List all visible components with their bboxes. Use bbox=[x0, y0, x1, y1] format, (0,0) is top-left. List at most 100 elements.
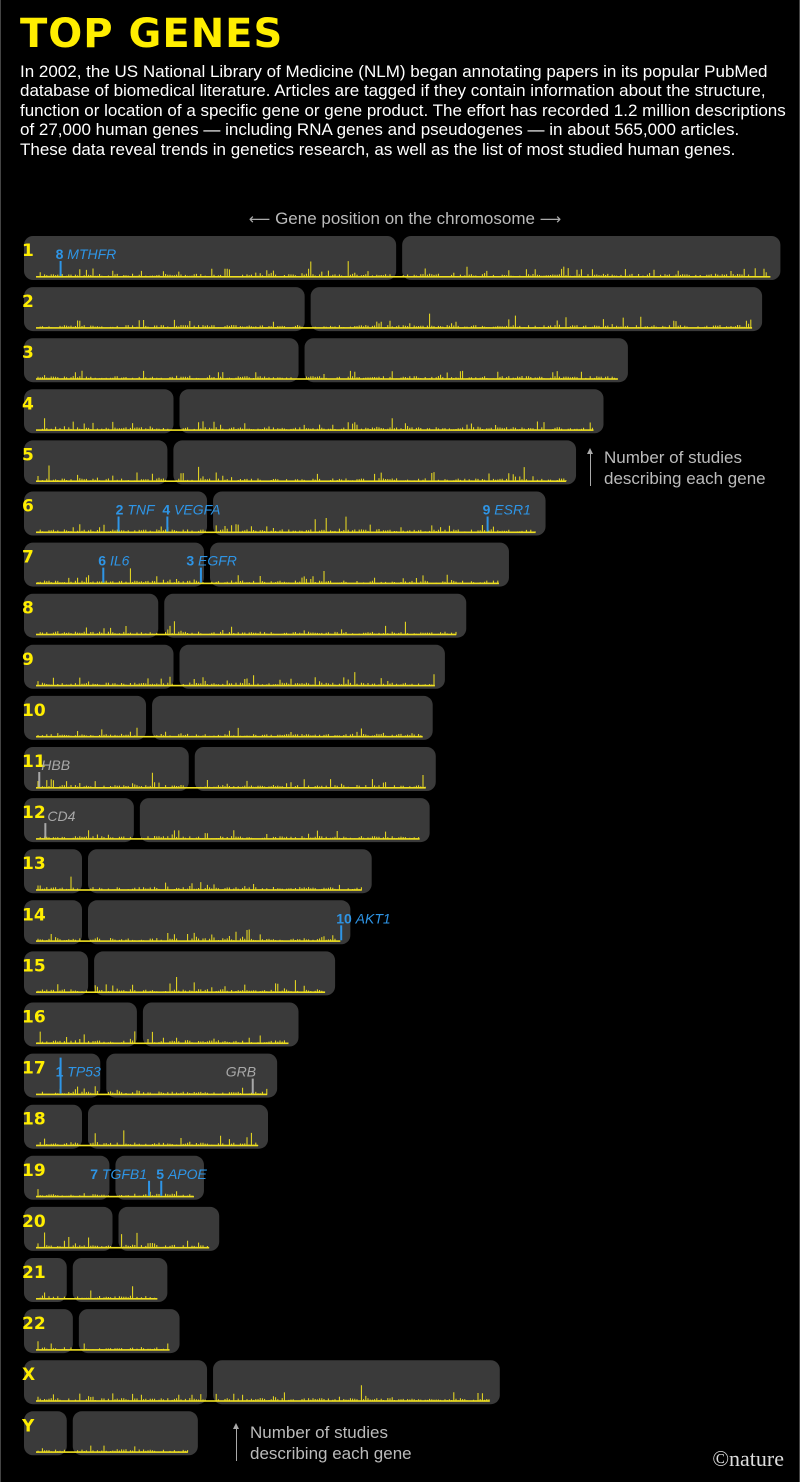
frame-left-border bbox=[0, 0, 1, 1482]
chromosome-16-q-arm bbox=[142, 1002, 299, 1047]
gene-density-spikes bbox=[37, 929, 340, 942]
chromosome-5-q-arm bbox=[173, 440, 577, 485]
chromosome-15-q-arm bbox=[94, 951, 336, 996]
gene-density-spikes bbox=[37, 772, 426, 788]
chromosome-6-p-arm bbox=[24, 491, 208, 536]
gene-density-spikes bbox=[37, 370, 618, 380]
chromosome-18-p-arm bbox=[24, 1104, 82, 1149]
gene-label-AKT1: 10 AKT1 bbox=[336, 910, 390, 926]
chromosome-15-p-arm bbox=[24, 951, 89, 996]
gene-name: VEGFA bbox=[174, 502, 220, 518]
chromosome-Y-p-arm bbox=[24, 1411, 67, 1456]
chromosome-X-q-arm bbox=[213, 1360, 500, 1405]
gene-name: TGFB1 bbox=[102, 1166, 147, 1182]
chromosome-label: 6 bbox=[22, 497, 34, 517]
gene-density-spikes bbox=[37, 1086, 268, 1095]
chromosome-label: 5 bbox=[22, 445, 34, 465]
gene-density-spikes bbox=[37, 876, 362, 891]
chromosome-2-p-arm bbox=[24, 287, 305, 332]
chromosome-label: 11 bbox=[22, 752, 46, 772]
gene-label-ESR1: 9 ESR1 bbox=[483, 502, 531, 518]
gene-density-spikes bbox=[37, 1286, 158, 1299]
gene-rank: 9 bbox=[483, 502, 495, 518]
gene-name: EGFR bbox=[198, 553, 237, 569]
chromosome-20-q-arm bbox=[118, 1206, 220, 1251]
gene-label-GRB: GRB bbox=[226, 1064, 256, 1080]
chromosome-17-q-arm bbox=[106, 1053, 278, 1098]
chromosome-label: 18 bbox=[22, 1110, 46, 1130]
chromosome-label: 16 bbox=[22, 1008, 46, 1028]
density-baseline bbox=[36, 429, 594, 431]
chromosome-11-p-arm bbox=[24, 747, 189, 791]
gene-density-spikes bbox=[37, 977, 325, 993]
density-baseline bbox=[36, 838, 420, 840]
chromosome-21-q-arm bbox=[72, 1258, 168, 1302]
gene-density-spikes bbox=[37, 727, 422, 737]
gene-name: ESR1 bbox=[494, 502, 531, 518]
gene-name: AKT1 bbox=[355, 910, 391, 926]
chromosome-3-p-arm bbox=[24, 338, 299, 383]
gene-rank: 10 bbox=[336, 910, 355, 926]
density-baseline bbox=[36, 378, 618, 380]
chromosome-1-q-arm bbox=[402, 236, 781, 280]
gene-label-EGFR: 3 EGFR bbox=[186, 553, 237, 569]
chromosome-7-q-arm bbox=[210, 542, 509, 587]
gene-name: CD4 bbox=[47, 808, 75, 824]
chromosome-label: 19 bbox=[22, 1161, 46, 1181]
chromosome-22-q-arm bbox=[78, 1309, 180, 1354]
chromosome-label: 8 bbox=[22, 599, 34, 619]
chromosome-14-p-arm bbox=[24, 900, 82, 945]
chromosome-label: 2 bbox=[22, 292, 34, 312]
gene-density-spikes bbox=[39, 261, 769, 277]
chromosome-label: 12 bbox=[22, 803, 46, 823]
legend-note-upper-line1: Number of studies bbox=[604, 448, 742, 467]
density-baseline bbox=[36, 1042, 289, 1045]
gene-density-spikes bbox=[37, 516, 536, 533]
chromosome-label: 4 bbox=[22, 394, 34, 414]
chromosome-1-p-arm bbox=[24, 236, 397, 280]
gene-rank: 2 bbox=[116, 502, 128, 518]
legend-note-lower-line1: Number of studies bbox=[250, 1423, 388, 1442]
gene-rank: 5 bbox=[156, 1166, 168, 1182]
chromosome-10-p-arm bbox=[24, 695, 147, 740]
left-arrow-icon: ⟵ bbox=[248, 210, 271, 228]
density-baseline bbox=[36, 1451, 188, 1453]
gene-density-spikes bbox=[37, 830, 420, 840]
gene-density-spikes bbox=[37, 313, 752, 329]
density-baseline bbox=[36, 480, 567, 482]
gene-density-spikes bbox=[37, 1130, 259, 1146]
gene-density-spikes bbox=[37, 672, 435, 686]
axis-caption-text: Gene position on the chromosome bbox=[275, 209, 535, 228]
chromosome-19-p-arm bbox=[24, 1155, 110, 1200]
gene-label-IL6: 6 IL6 bbox=[98, 553, 129, 569]
gene-label-MTHFR: 8 MTHFR bbox=[56, 246, 117, 262]
gene-name: TP53 bbox=[67, 1064, 101, 1080]
chromosome-label: 20 bbox=[22, 1212, 46, 1232]
up-arrow-icon bbox=[233, 1423, 239, 1461]
chromosome-Y-q-arm bbox=[72, 1411, 198, 1456]
gene-density-spikes bbox=[37, 418, 593, 431]
chromosome-label: X bbox=[22, 1365, 35, 1385]
gene-label-APOE: 5 APOE bbox=[156, 1166, 207, 1182]
gene-label-HBB: HBB bbox=[41, 757, 70, 773]
gene-label-TGFB1: 7 TGFB1 bbox=[90, 1166, 147, 1182]
gene-density-spikes bbox=[37, 1189, 193, 1197]
chromosome-14-q-arm bbox=[88, 900, 351, 945]
gene-rank: 4 bbox=[162, 502, 174, 518]
page-title: TOP GENES bbox=[20, 11, 284, 57]
chromosome-label: 14 bbox=[22, 905, 46, 925]
gene-density-spikes bbox=[37, 1445, 189, 1453]
legend-note-upper-line2: describing each gene bbox=[604, 469, 766, 488]
chromosome-22-p-arm bbox=[24, 1309, 73, 1354]
chromosome-10-q-arm bbox=[152, 695, 433, 740]
gene-name: IL6 bbox=[110, 553, 130, 569]
chromosome-label: 13 bbox=[22, 854, 46, 874]
density-baseline bbox=[36, 1195, 194, 1198]
legend-note-lower-line2: describing each gene bbox=[250, 1444, 412, 1463]
legend-note-lower: Number of studies describing each gene bbox=[233, 1422, 412, 1464]
chromosome-12-q-arm bbox=[139, 798, 430, 843]
gene-rank: 1 bbox=[56, 1064, 68, 1080]
gene-density-spikes bbox=[37, 1232, 208, 1248]
chromosome-13-q-arm bbox=[88, 849, 372, 894]
